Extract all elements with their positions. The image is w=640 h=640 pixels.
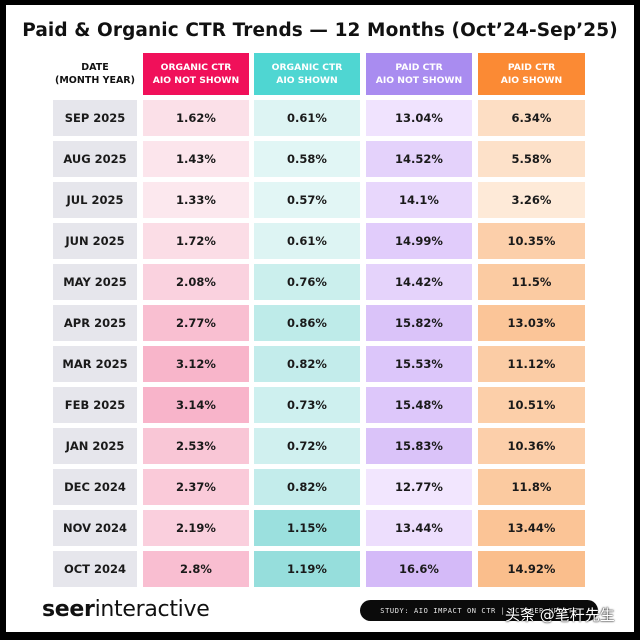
date-cell: JUL 2025 xyxy=(53,182,137,218)
value-cell: 3.12% xyxy=(143,346,249,382)
value-cell: 15.83% xyxy=(366,428,472,464)
header-line: AIO NOT SHOWN xyxy=(152,75,240,86)
value-cell: 10.35% xyxy=(478,223,585,259)
value-cell: 0.58% xyxy=(254,141,360,177)
date-cell: MAR 2025 xyxy=(53,346,137,382)
value-cell: 2.77% xyxy=(143,305,249,341)
date-cell: NOV 2024 xyxy=(53,510,137,546)
date-cell: SEP 2025 xyxy=(53,100,137,136)
header-line: PAID CTR xyxy=(507,62,556,73)
date-cell: JUN 2025 xyxy=(53,223,137,259)
value-cell: 13.44% xyxy=(478,510,585,546)
watermark: 头条 @笔杆先生 xyxy=(505,606,615,624)
value-cell: 1.72% xyxy=(143,223,249,259)
value-cell: 13.44% xyxy=(366,510,472,546)
value-cell: 14.42% xyxy=(366,264,472,300)
header-line: AIO SHOWN xyxy=(500,75,563,86)
value-cell: 14.92% xyxy=(478,551,585,587)
logo-light-text: interactive xyxy=(94,597,210,622)
date-cell: FEB 2025 xyxy=(53,387,137,423)
seer-interactive-logo: seerinteractive xyxy=(42,597,210,622)
value-cell: 15.53% xyxy=(366,346,472,382)
header-line: ORGANIC CTR xyxy=(271,62,343,73)
column-header-1: ORGANIC CTR AIO NOT SHOWN xyxy=(143,53,249,95)
header-line: DATE xyxy=(81,62,109,73)
header-line: AIO NOT SHOWN xyxy=(375,75,463,86)
value-cell: 0.82% xyxy=(254,346,360,382)
value-cell: 16.6% xyxy=(366,551,472,587)
value-cell: 3.14% xyxy=(143,387,249,423)
header-line: ORGANIC CTR xyxy=(160,62,232,73)
value-cell: 11.12% xyxy=(478,346,585,382)
value-cell: 6.34% xyxy=(478,100,585,136)
value-cell: 0.72% xyxy=(254,428,360,464)
value-cell: 14.1% xyxy=(366,182,472,218)
date-cell: OCT 2024 xyxy=(53,551,137,587)
chart-title: Paid & Organic CTR Trends — 12 Months (O… xyxy=(22,20,618,41)
value-cell: 0.61% xyxy=(254,223,360,259)
date-cell: MAY 2025 xyxy=(53,264,137,300)
value-cell: 10.51% xyxy=(478,387,585,423)
value-cell: 1.15% xyxy=(254,510,360,546)
logo-bold-text: seer xyxy=(42,597,95,622)
header-line: AIO SHOWN xyxy=(276,75,338,86)
value-cell: 3.26% xyxy=(478,182,585,218)
value-cell: 11.5% xyxy=(478,264,585,300)
value-cell: 2.37% xyxy=(143,469,249,505)
value-cell: 0.86% xyxy=(254,305,360,341)
study-badge: STUDY: AIO IMPACT ON CTR | OCTOBER UPDAT… xyxy=(360,600,598,621)
value-cell: 2.19% xyxy=(143,510,249,546)
value-cell: 2.8% xyxy=(143,551,249,587)
value-cell: 0.57% xyxy=(254,182,360,218)
column-header-3: PAID CTR AIO NOT SHOWN xyxy=(366,53,472,95)
value-cell: 5.58% xyxy=(478,141,585,177)
value-cell: 15.48% xyxy=(366,387,472,423)
date-cell: JAN 2025 xyxy=(53,428,137,464)
value-cell: 2.53% xyxy=(143,428,249,464)
value-cell: 12.77% xyxy=(366,469,472,505)
header-line: PAID CTR xyxy=(395,62,443,73)
value-cell: 10.36% xyxy=(478,428,585,464)
value-cell: 0.61% xyxy=(254,100,360,136)
date-cell: DEC 2024 xyxy=(53,469,137,505)
value-cell: 14.99% xyxy=(366,223,472,259)
value-cell: 11.8% xyxy=(478,469,585,505)
value-cell: 0.73% xyxy=(254,387,360,423)
value-cell: 13.04% xyxy=(366,100,472,136)
value-cell: 1.33% xyxy=(143,182,249,218)
value-cell: 15.82% xyxy=(366,305,472,341)
date-cell: APR 2025 xyxy=(53,305,137,341)
column-header-2: ORGANIC CTR AIO SHOWN xyxy=(254,53,360,95)
value-cell: 0.76% xyxy=(254,264,360,300)
header-line: (MONTH YEAR) xyxy=(55,75,135,86)
column-header-4: PAID CTR AIO SHOWN xyxy=(478,53,585,95)
value-cell: 1.62% xyxy=(143,100,249,136)
value-cell: 0.82% xyxy=(254,469,360,505)
value-cell: 1.43% xyxy=(143,141,249,177)
value-cell: 14.52% xyxy=(366,141,472,177)
date-cell: AUG 2025 xyxy=(53,141,137,177)
date-column-header: DATE (MONTH YEAR) xyxy=(43,53,147,95)
value-cell: 1.19% xyxy=(254,551,360,587)
value-cell: 13.03% xyxy=(478,305,585,341)
value-cell: 2.08% xyxy=(143,264,249,300)
